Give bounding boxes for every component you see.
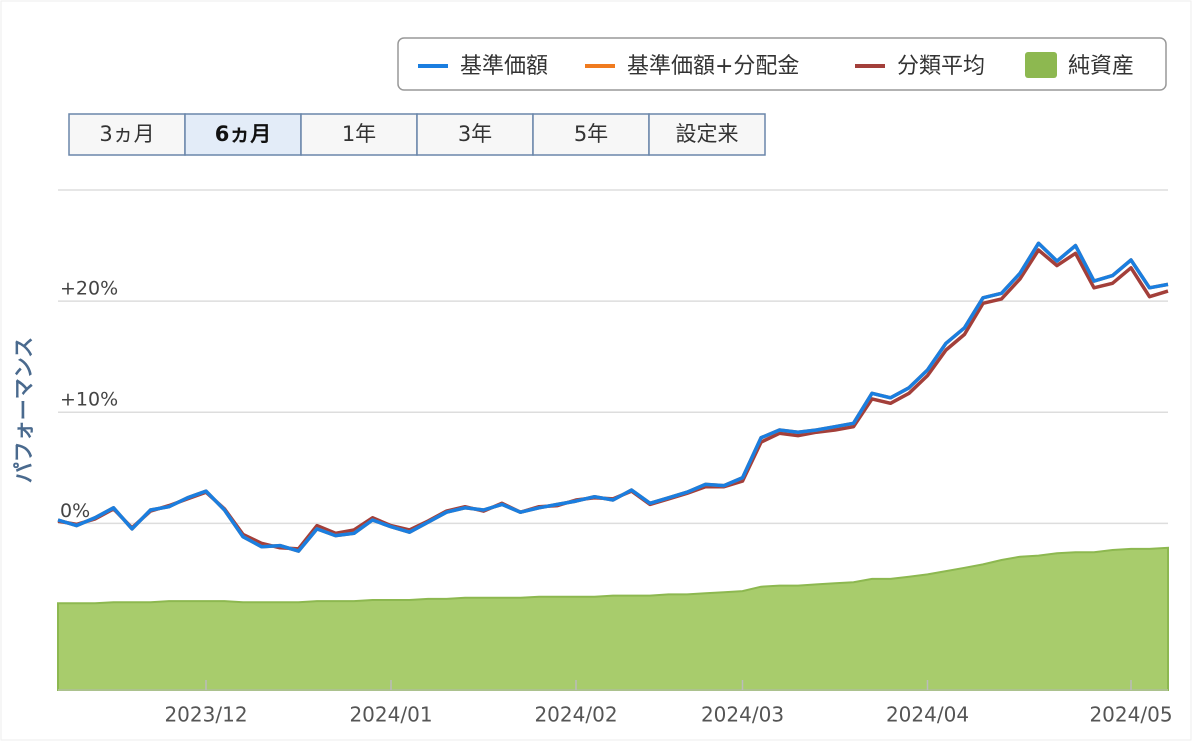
range-button[interactable] <box>532 113 650 156</box>
x-tick-label: 2024/01 <box>349 703 432 727</box>
area <box>57 546 1169 691</box>
line <box>57 241 1169 553</box>
legend-label[interactable]: 分類平均 <box>897 54 985 79</box>
range-button-label[interactable]: 設定来 <box>676 122 739 146</box>
y-tick-label: +20% <box>60 278 118 300</box>
range-button[interactable] <box>416 113 534 156</box>
range-button[interactable] <box>68 113 186 156</box>
legend-label[interactable]: 基準価額+分配金 <box>627 54 799 79</box>
range-button-label[interactable]: 3年 <box>458 122 492 146</box>
legend-label[interactable]: 純資産 <box>1068 54 1134 79</box>
y-tick-label: 0% <box>60 500 90 522</box>
range-button-label[interactable]: 3ヵ月 <box>99 122 154 146</box>
range-button[interactable] <box>184 113 302 156</box>
line <box>57 241 1169 553</box>
range-button-label[interactable]: 5年 <box>574 122 608 146</box>
x-tick-label: 2024/04 <box>886 703 969 727</box>
y-axis-label: パフォーマンス <box>12 337 36 484</box>
y-tick-label: +10% <box>60 389 118 411</box>
x-tick-label: 2023/12 <box>164 703 247 727</box>
x-tick-label: 2024/05 <box>1089 703 1172 727</box>
range-button-label[interactable]: 1年 <box>342 122 376 146</box>
range-button-label[interactable]: 6ヵ月 <box>215 122 272 146</box>
x-tick-label: 2024/02 <box>534 703 617 727</box>
legend-swatch <box>1025 52 1057 78</box>
x-tick-label: 2024/03 <box>701 703 784 727</box>
range-button[interactable] <box>648 113 766 156</box>
legend-box <box>397 37 1167 91</box>
legend-label[interactable]: 基準価額 <box>460 54 548 79</box>
